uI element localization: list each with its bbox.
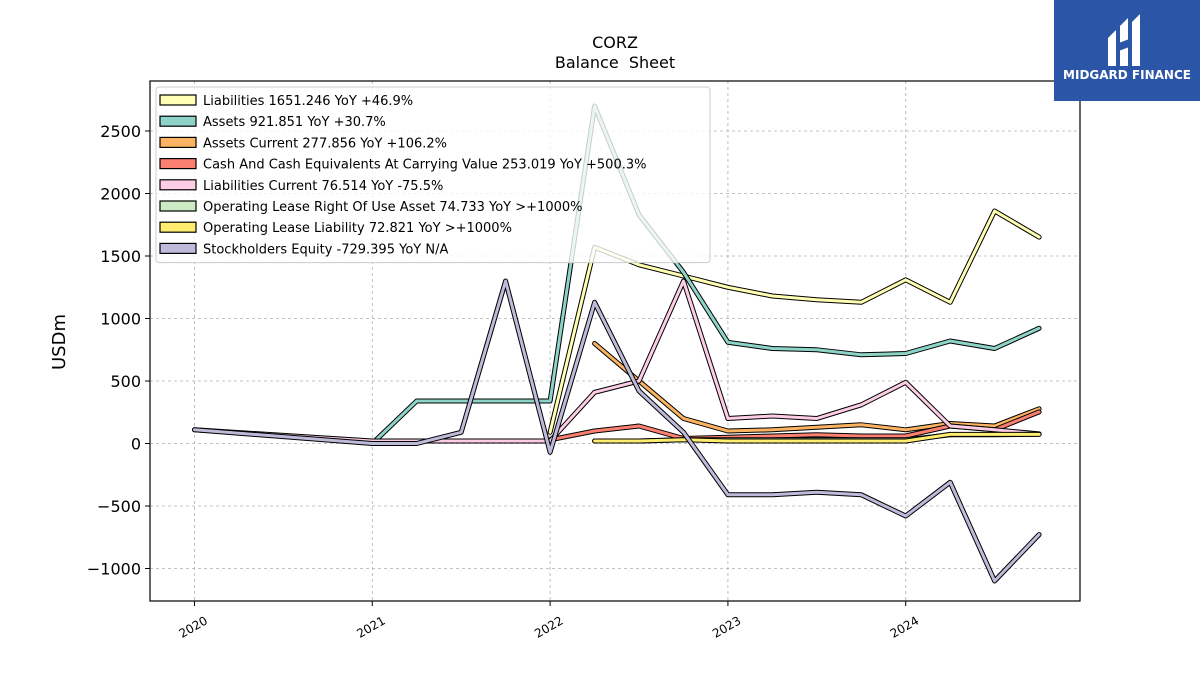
legend-swatch — [159, 136, 197, 148]
series-line-1 — [370, 104, 1041, 445]
x-tick-label: 2023 — [710, 613, 743, 640]
y-tick-label: 0 — [131, 435, 141, 454]
x-tick-label: 2022 — [532, 613, 565, 640]
legend-label: Liabilities 1651.246 YoY +46.9% — [203, 94, 413, 109]
legend-swatch — [159, 200, 197, 212]
y-axis-label: USDm — [49, 314, 70, 370]
chart-title: CORZ — [592, 33, 638, 52]
y-tick-label: 2500 — [100, 122, 141, 141]
y-tick-label: 1500 — [100, 247, 141, 266]
legend-label: Assets Current 277.856 YoY +106.2% — [203, 136, 447, 151]
legend-label: Cash And Cash Equivalents At Carrying Va… — [203, 158, 646, 173]
legend-swatch — [159, 94, 197, 106]
y-axis-ticks: −1000 −500 0 500 1000 1500 2000 2500 — [87, 122, 150, 579]
legend-box — [155, 86, 711, 264]
chart-subtitle: Balance Sheet — [555, 53, 675, 72]
y-tick-label: −500 — [97, 497, 141, 516]
logo-text: MIDGARD FINANCE — [1063, 68, 1191, 82]
y-tick-label: 500 — [110, 372, 141, 391]
series-line-7 — [193, 279, 1041, 583]
x-axis-ticks: 2020 2021 2022 2023 2024 — [177, 601, 921, 641]
legend-swatch — [159, 179, 197, 191]
legend-label: Stockholders Equity -729.395 YoY N/A — [203, 242, 448, 257]
legend-swatch — [159, 115, 197, 127]
legend-swatch — [159, 221, 197, 233]
legend-swatch — [159, 158, 197, 170]
series-line-2 — [593, 342, 1041, 433]
midgard-finance-logo: MIDGARD FINANCE — [1054, 0, 1200, 101]
logo-mark-icon — [1108, 14, 1140, 66]
legend: Liabilities 1651.246 YoY +46.9% Assets 92… — [155, 86, 711, 264]
x-tick-label: 2021 — [354, 613, 387, 640]
legend-label: Operating Lease Liability 72.821 YoY >+1… — [203, 221, 512, 236]
legend-label: Operating Lease Right Of Use Asset 74.73… — [203, 200, 582, 215]
x-tick-label: 2024 — [888, 613, 921, 640]
plot-frame — [149, 80, 1081, 602]
series-lines — [192, 103, 1042, 584]
y-tick-label: 1000 — [100, 310, 141, 329]
y-tick-label: −1000 — [87, 560, 141, 579]
series-line-4 — [193, 279, 1041, 443]
y-tick-label: 2000 — [100, 185, 141, 204]
legend-label: Assets 921.851 YoY +30.7% — [203, 115, 386, 130]
legend-swatch — [159, 242, 197, 254]
series-line-6 — [593, 432, 1041, 443]
legend-label: Liabilities Current 76.514 YoY -75.5% — [203, 179, 443, 194]
x-tick-label: 2020 — [177, 613, 210, 640]
